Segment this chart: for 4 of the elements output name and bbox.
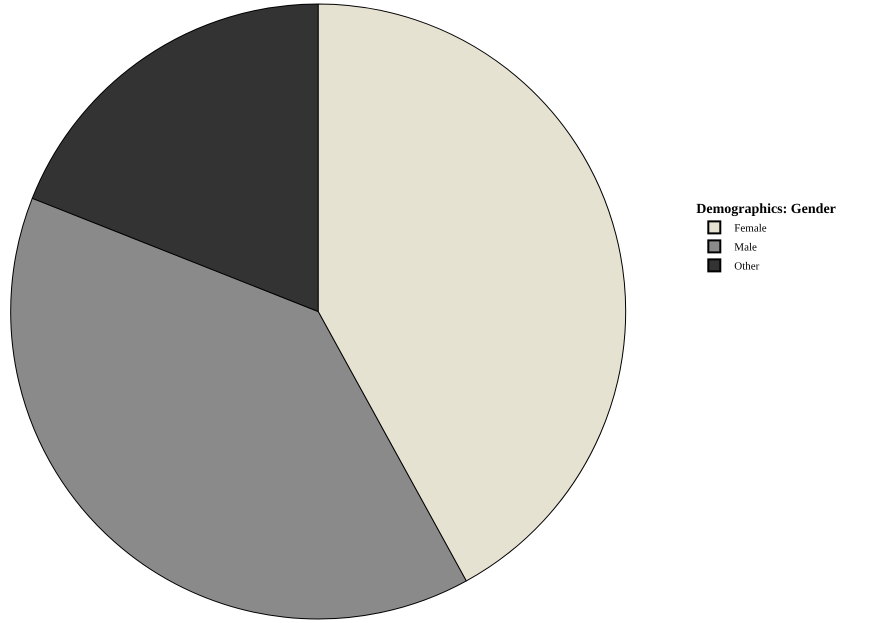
legend-label: Female	[734, 222, 767, 235]
legend-label: Male	[734, 242, 758, 254]
legend-title: Demographics: Gender	[696, 202, 836, 217]
legend-label: Other	[734, 260, 760, 273]
